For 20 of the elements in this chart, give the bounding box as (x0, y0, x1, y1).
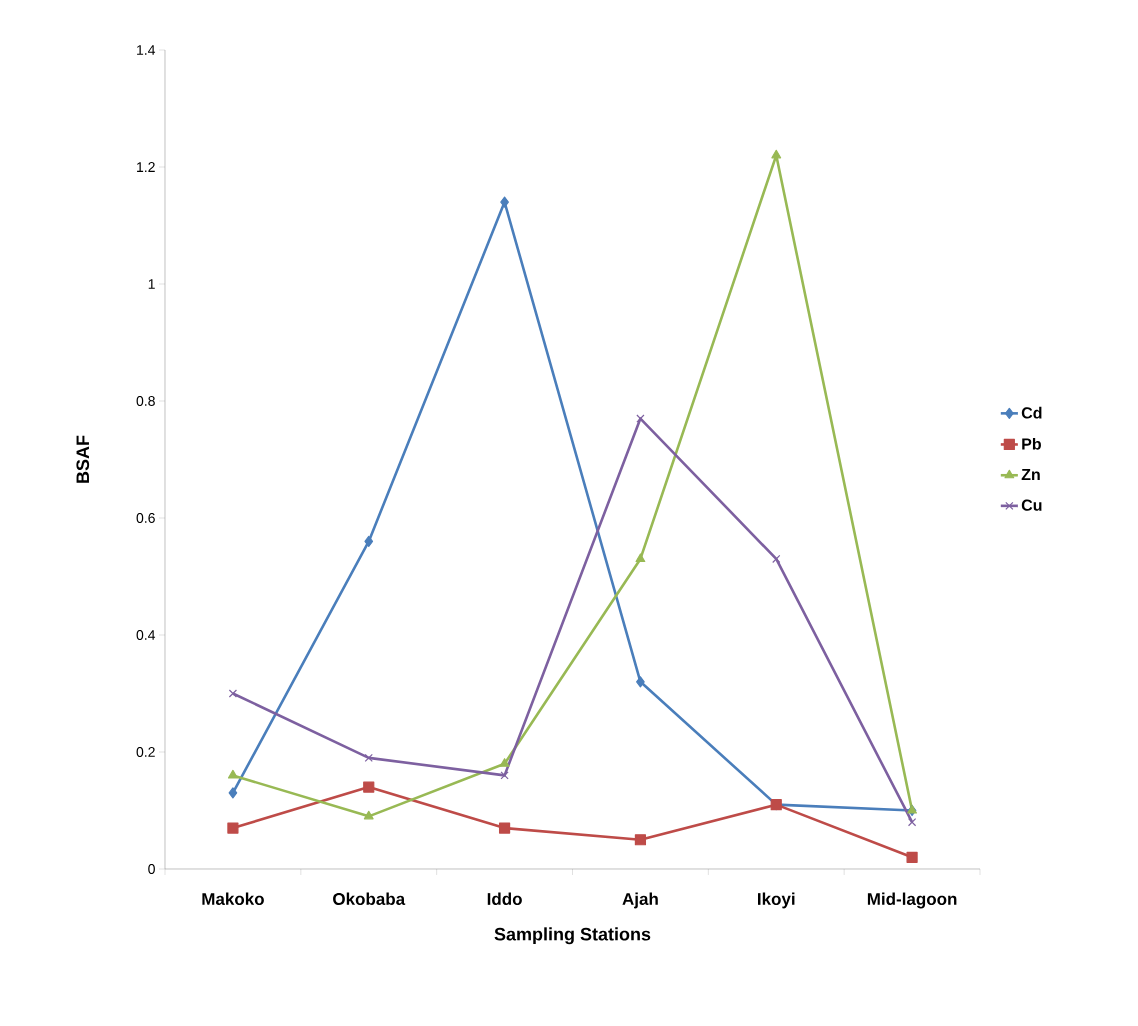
y-tick-label: 0.8 (136, 396, 155, 406)
legend-label: Cu (1021, 499, 1042, 511)
x-tick-label: Iddo (487, 892, 522, 906)
y-tick-label: 1 (148, 279, 155, 289)
legend-label: Zn (1021, 469, 1040, 481)
y-tick-label: 1.2 (137, 162, 155, 172)
y-tick-label: 0.2 (136, 747, 155, 757)
x-tick-label: Ikoyi (758, 892, 795, 909)
x-axis-title: Sampling Stations (494, 927, 651, 945)
y-tick-label: 0 (148, 864, 155, 874)
y-tick-label: 0.4 (136, 630, 156, 640)
y-tick-label: 1.4 (137, 45, 156, 55)
legend-label: Pb (1022, 437, 1041, 450)
x-tick-label: Ajah (622, 892, 658, 909)
x-tick-label: Okobaba (333, 892, 406, 906)
legend-label: Cd (1021, 406, 1042, 419)
x-tick-label: Makoko (202, 892, 264, 906)
y-axis-title: BSAF (76, 435, 90, 483)
y-tick-label: 0.6 (136, 513, 155, 523)
x-tick-label: Mid-lagoon (867, 892, 957, 909)
